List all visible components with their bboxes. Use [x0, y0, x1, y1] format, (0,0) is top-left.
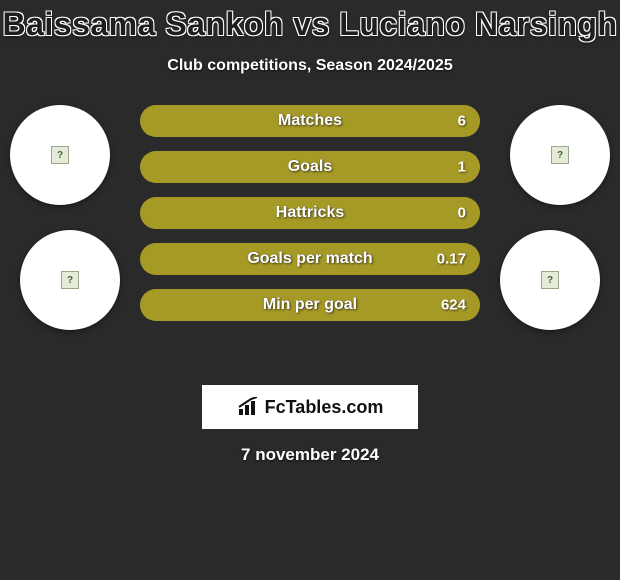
- stat-label: Hattricks: [276, 204, 344, 222]
- player2-avatar: [500, 230, 600, 330]
- image-placeholder-icon: [551, 146, 569, 164]
- stat-label: Min per goal: [263, 296, 357, 314]
- stat-label: Matches: [278, 112, 342, 130]
- stat-row: Goals 1: [140, 151, 480, 183]
- stat-row: Min per goal 624: [140, 289, 480, 321]
- stat-label: Goals: [288, 158, 332, 176]
- stat-label: Goals per match: [247, 250, 372, 268]
- stat-row: Goals per match 0.17: [140, 243, 480, 275]
- player2-club-avatar: [510, 105, 610, 205]
- subtitle: Club competitions, Season 2024/2025: [0, 57, 620, 75]
- stat-value: 6: [458, 113, 466, 130]
- stat-row: Hattricks 0: [140, 197, 480, 229]
- date-text: 7 november 2024: [0, 445, 620, 465]
- bar-chart-icon: [237, 397, 261, 417]
- comparison-content: Matches 6 Goals 1 Hattricks 0 Goals per …: [0, 105, 620, 365]
- stat-value: 1: [458, 159, 466, 176]
- stat-row: Matches 6: [140, 105, 480, 137]
- stat-value: 624: [441, 297, 466, 314]
- stat-value: 0: [458, 205, 466, 222]
- footer-brand-text: FcTables.com: [265, 397, 384, 418]
- player1-club-avatar: [10, 105, 110, 205]
- stats-list: Matches 6 Goals 1 Hattricks 0 Goals per …: [140, 105, 480, 335]
- footer-brand-badge: FcTables.com: [202, 385, 418, 429]
- player1-avatar: [20, 230, 120, 330]
- image-placeholder-icon: [541, 271, 559, 289]
- image-placeholder-icon: [61, 271, 79, 289]
- image-placeholder-icon: [51, 146, 69, 164]
- stat-value: 0.17: [437, 251, 466, 268]
- page-title: Baissama Sankoh vs Luciano Narsingh: [0, 0, 620, 43]
